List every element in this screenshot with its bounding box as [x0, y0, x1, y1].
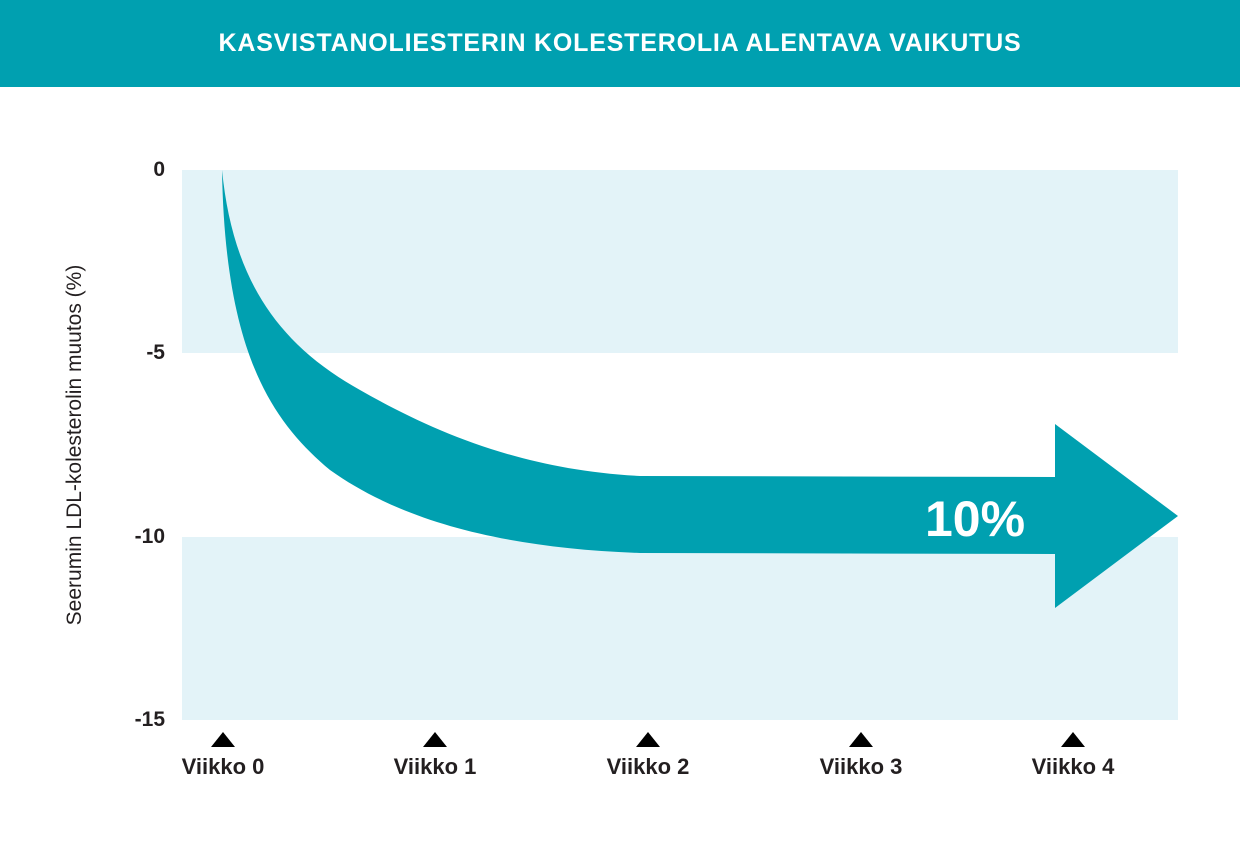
y-axis-label: Seerumin LDL-kolesterolin muutos (%) [63, 264, 86, 626]
curved-arrow-icon [222, 170, 1178, 608]
x-tick-viikko-3: Viikko 3 [819, 754, 903, 779]
x-tick-viikko-1: Viikko 1 [393, 754, 477, 779]
triangle-up-icon [1061, 732, 1085, 747]
chart-header: KASVISTANOLIESTERIN KOLESTEROLIA ALENTAV… [0, 0, 1240, 87]
band-0-to-minus5 [182, 170, 1178, 353]
x-tick-viikko-4: Viikko 4 [1031, 754, 1115, 779]
reduction-value-label: 10% [925, 491, 1026, 547]
x-tick-viikko-2: Viikko 2 [606, 754, 690, 779]
x-tick-viikko-0: Viikko 0 [181, 754, 265, 779]
y-tick-minus10: -10 [134, 525, 165, 548]
triangle-up-icon [423, 732, 447, 747]
triangle-up-icon [211, 732, 235, 747]
triangle-up-icon [636, 732, 660, 747]
triangle-up-icon [849, 732, 873, 747]
y-tick-minus5: -5 [146, 341, 165, 364]
band-minus10-to-minus15 [182, 537, 1178, 720]
y-tick-minus15: -15 [134, 708, 165, 731]
chart-title: KASVISTANOLIESTERIN KOLESTEROLIA ALENTAV… [218, 29, 1022, 57]
y-tick-0: 0 [153, 158, 165, 181]
